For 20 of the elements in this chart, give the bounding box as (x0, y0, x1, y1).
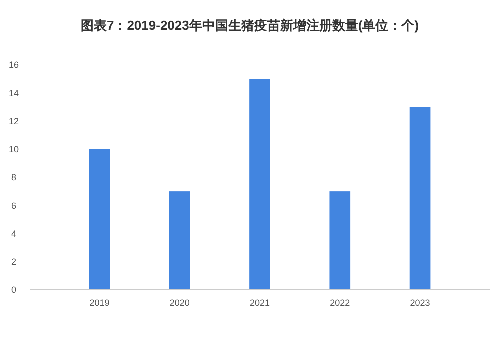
x-tick-label: 2019 (90, 298, 110, 308)
y-tick-label: 10 (8, 144, 20, 155)
y-tick-label: 16 (8, 60, 20, 70)
y-tick-label: 12 (8, 116, 20, 126)
x-tick-label: 2020 (170, 298, 190, 308)
y-tick-label: 14 (8, 88, 20, 98)
x-tick-label: 2023 (410, 298, 430, 308)
chart-title: 图表7：2019-2023年中国生猪疫苗新增注册数量(单位：个) (80, 18, 420, 33)
y-tick-label: 6 (11, 200, 17, 211)
x-tick-label: 2021 (250, 298, 270, 308)
y-tick-label: 8 (11, 172, 17, 183)
bar (169, 192, 190, 290)
x-tick-label: 2022 (330, 298, 350, 308)
y-tick-label: 0 (11, 285, 17, 296)
bar (330, 192, 351, 290)
bar (410, 107, 431, 290)
bar (89, 149, 110, 290)
y-tick-label: 2 (11, 257, 17, 268)
y-tick-label: 4 (11, 228, 17, 239)
bar (250, 79, 270, 290)
